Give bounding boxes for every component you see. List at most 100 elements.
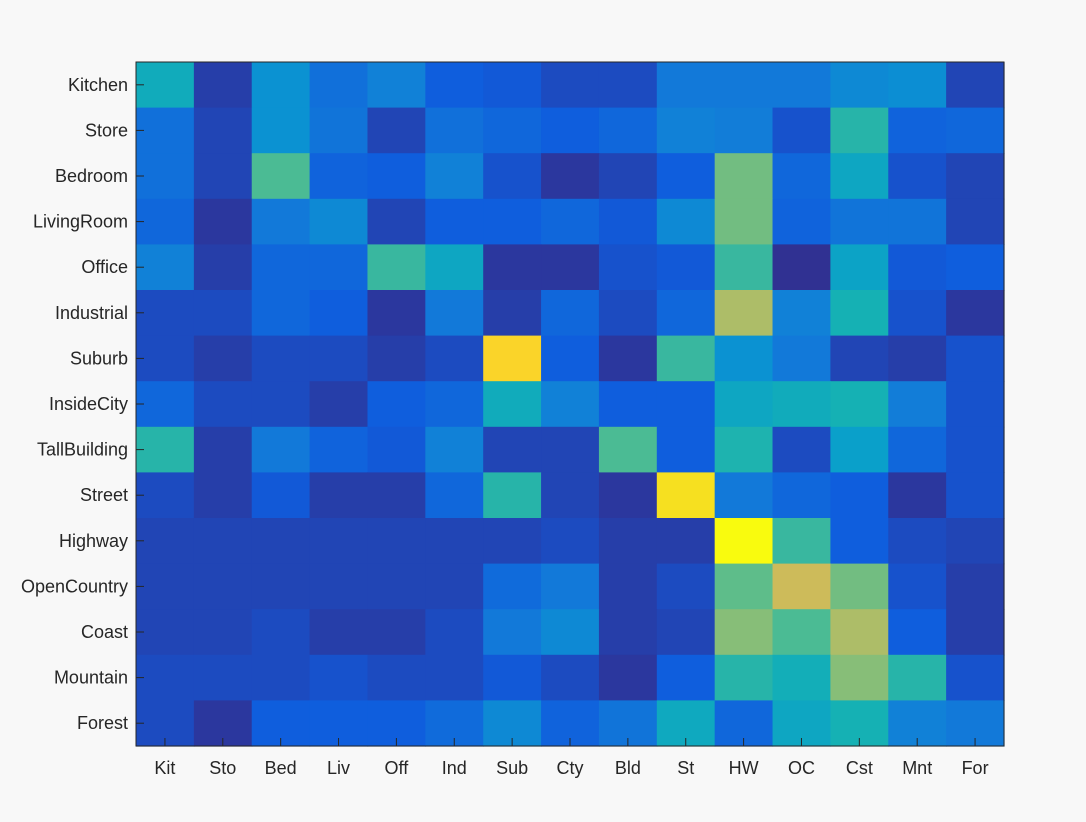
heatmap-cell (425, 244, 484, 291)
heatmap-cell (309, 426, 369, 473)
y-tick-label: Forest (77, 713, 128, 733)
heatmap-cell (251, 290, 311, 337)
heatmap-cell (367, 107, 426, 154)
heatmap-cell (251, 198, 311, 245)
heatmap-cell (656, 563, 716, 610)
heatmap-cell (772, 107, 831, 154)
heatmap-cell (598, 381, 658, 428)
heatmap-cell (367, 290, 426, 337)
heatmap-cell (309, 244, 369, 291)
heatmap-cell (309, 381, 369, 428)
heatmap-cell (136, 381, 195, 428)
heatmap-cell (888, 62, 947, 109)
heatmap-cell (425, 335, 484, 382)
heatmap-cell (772, 153, 831, 200)
heatmap-cell (656, 609, 716, 656)
heatmap-cell (598, 335, 658, 382)
heatmap-cell (251, 426, 311, 473)
heatmap-cell (309, 62, 369, 109)
y-tick-label: Mountain (54, 668, 128, 688)
heatmap-cell (598, 244, 658, 291)
heatmap-cell (425, 107, 484, 154)
heatmap-cell (714, 62, 774, 109)
heatmap-cell (946, 518, 1005, 565)
heatmap-cell (656, 472, 716, 519)
heatmap-cell (772, 609, 831, 656)
heatmap-cell (367, 563, 426, 610)
heatmap-cell (714, 107, 774, 154)
heatmap-cell (425, 426, 484, 473)
heatmap-cell (946, 153, 1005, 200)
heatmap-cell (830, 518, 889, 565)
heatmap-cell (772, 518, 831, 565)
heatmap-cell (888, 654, 947, 701)
heatmap-cell (888, 472, 947, 519)
heatmap-cell (483, 654, 542, 701)
heatmap-cell (714, 381, 774, 428)
heatmap-cell (193, 335, 253, 382)
heatmap-cell (136, 107, 195, 154)
heatmap-cell (367, 62, 426, 109)
heatmap-cell (251, 518, 311, 565)
heatmap-cell (541, 198, 600, 245)
heatmap-cell (541, 62, 600, 109)
heatmap-cell (193, 563, 253, 610)
heatmap-cell (136, 426, 195, 473)
heatmap-cell (309, 107, 369, 154)
heatmap-cell (425, 153, 484, 200)
heatmap-cell (136, 335, 195, 382)
heatmap-cell (714, 244, 774, 291)
heatmap-cell (251, 153, 311, 200)
heatmap-cell (714, 472, 774, 519)
heatmap-cell (541, 290, 600, 337)
heatmap-cell (714, 335, 774, 382)
heatmap-cell (483, 153, 542, 200)
heatmap-cell (367, 654, 426, 701)
heatmap-cell (193, 107, 253, 154)
heatmap-cell (888, 335, 947, 382)
heatmap-cell (714, 654, 774, 701)
heatmap-cell (309, 654, 369, 701)
y-tick-label: Office (81, 257, 128, 277)
heatmap-cell (946, 654, 1005, 701)
heatmap-cell (483, 290, 542, 337)
heatmap-cell (888, 107, 947, 154)
heatmap-cell (946, 244, 1005, 291)
heatmap-cell (946, 609, 1005, 656)
heatmap-cell (309, 563, 369, 610)
heatmap-cell (136, 198, 195, 245)
heatmap-cell (946, 563, 1005, 610)
y-tick-label: Suburb (70, 348, 128, 368)
heatmap-cell (656, 426, 716, 473)
heatmap-cell (483, 563, 542, 610)
heatmap-cell (367, 518, 426, 565)
heatmap-cell (598, 472, 658, 519)
heatmap-cell (425, 381, 484, 428)
heatmap-cell (946, 107, 1005, 154)
heatmap-cell (772, 62, 831, 109)
x-tick-label: Off (385, 758, 410, 778)
y-axis-ticks: Kitchen Store Bedroom LivingRoom Office Indus… (21, 75, 144, 733)
y-tick-label: TallBuilding (37, 440, 128, 460)
heatmap-cell (483, 426, 542, 473)
heatmap-cell (136, 472, 195, 519)
heatmap-cell (946, 472, 1005, 519)
heatmap-cell (193, 381, 253, 428)
heatmap-cell (656, 62, 716, 109)
heatmap-cell (193, 518, 253, 565)
heatmap-cell (772, 472, 831, 519)
heatmap-cell (772, 426, 831, 473)
heatmap-cell (946, 290, 1005, 337)
heatmap-cell (309, 153, 369, 200)
x-tick-label: Cst (846, 758, 873, 778)
heatmap-cell (830, 335, 889, 382)
heatmap-cell (367, 426, 426, 473)
heatmap-cell (656, 244, 716, 291)
heatmap-cell (830, 290, 889, 337)
heatmap-cell (714, 609, 774, 656)
heatmap-cell (309, 198, 369, 245)
heatmap-cell (136, 654, 195, 701)
heatmap-cell (830, 426, 889, 473)
heatmap-cell (541, 335, 600, 382)
heatmap-cell (193, 654, 253, 701)
